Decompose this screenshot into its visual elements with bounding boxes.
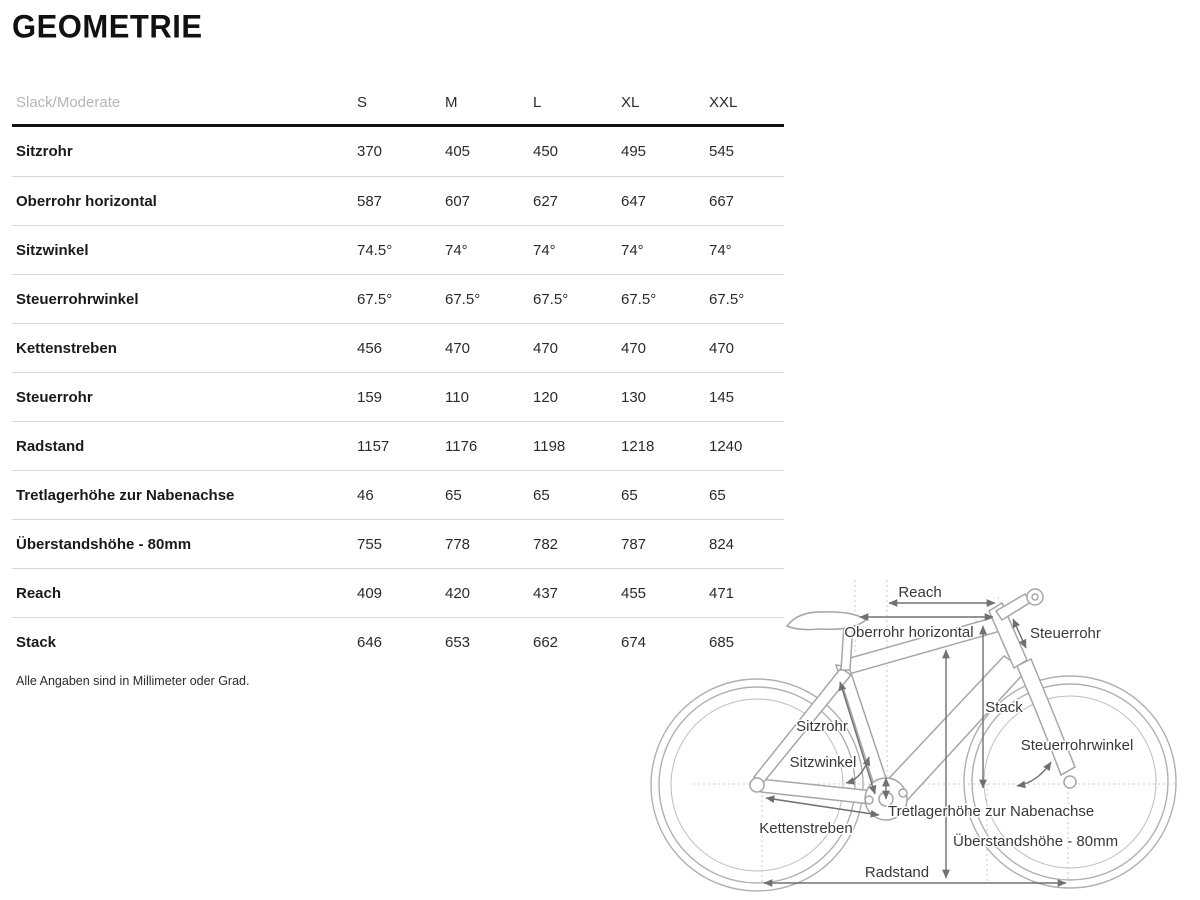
table-row: Radstand 1157 1176 1198 1218 1240: [12, 421, 784, 470]
table-row: Reach 409 420 437 455 471: [12, 568, 784, 617]
column-header-xxl: XXL: [709, 93, 738, 111]
dim-steuerrohrwinkel-arc: [1016, 761, 1052, 789]
table-row: Kettenstreben 456 470 470 470 470: [12, 323, 784, 372]
label-sitzrohr: Sitzrohr: [796, 718, 848, 735]
column-header-l: L: [533, 93, 542, 111]
row-label: Steuerrohr: [16, 388, 93, 406]
label-tretlagerhoehe: Tretlagerhöhe zur Nabenachse: [888, 803, 1094, 820]
page-title: GEOMETRIE: [12, 8, 203, 46]
table-row: Steuerrohrwinkel 67.5° 67.5° 67.5° 67.5°…: [12, 274, 784, 323]
units-footnote: Alle Angaben sind in Millimeter oder Gra…: [16, 674, 250, 688]
table-row: Steuerrohr 159 110 120 130 145: [12, 372, 784, 421]
row-label: Überstandshöhe - 80mm: [16, 535, 192, 553]
label-sitzwinkel: Sitzwinkel: [790, 754, 857, 771]
label-stack: Stack: [985, 699, 1023, 716]
dim-kettenstreben: [765, 795, 880, 818]
label-reach: Reach: [898, 584, 941, 601]
bike-geometry-diagram: Reach Oberrohr horizontal Steuerrohr Sit…: [650, 580, 1178, 892]
row-label: Oberrohr horizontal: [16, 192, 157, 210]
table-header-row: Slack/Moderate S M L XL XXL: [12, 80, 784, 127]
column-header-s: S: [357, 93, 368, 111]
row-label: Sitzwinkel: [16, 241, 89, 259]
row-label: Reach: [16, 584, 62, 602]
geometry-table: Slack/Moderate S M L XL XXL Sitzrohr 370…: [12, 80, 784, 666]
dim-steuerrohr: [1012, 618, 1027, 649]
dim-sitzwinkel-arc: [845, 756, 871, 785]
label-oberrohr: Oberrohr horizontal: [844, 624, 973, 641]
column-header-m: M: [445, 93, 458, 111]
row-label: Kettenstreben: [16, 339, 117, 357]
diagram-labels: Reach Oberrohr horizontal Steuerrohr Sit…: [758, 583, 1135, 883]
label-radstand: Radstand: [865, 864, 929, 881]
table-body: Sitzrohr 370 405 450 495 545 Oberrohr ho…: [12, 127, 784, 666]
row-label: Radstand: [16, 437, 85, 455]
label-steuerrohr: Steuerrohr: [1030, 625, 1101, 642]
rear-hub: [749, 777, 765, 793]
row-label: Sitzrohr: [16, 143, 73, 160]
table-row: Sitzrohr 370 405 450 495 545: [12, 127, 784, 176]
table-row: Überstandshöhe - 80mm 755 778 782 787 82…: [12, 519, 784, 568]
table-row: Sitzwinkel 74.5° 74° 74° 74° 74°: [12, 225, 784, 274]
label-steuerrohrwinkel: Steuerrohrwinkel: [1021, 737, 1134, 754]
label-ueberstandshoehe: Überstandshöhe - 80mm: [953, 832, 1118, 850]
row-label: Steuerrohrwinkel: [16, 290, 139, 308]
dimension-lines: [763, 599, 1067, 887]
row-label: Stack: [16, 633, 57, 651]
variant-label: Slack/Moderate: [16, 93, 121, 111]
row-label: Tretlagerhöhe zur Nabenachse: [16, 486, 235, 504]
table-row: Tretlagerhöhe zur Nabenachse 46 65 65 65…: [12, 470, 784, 519]
table-row: Oberrohr horizontal 587 607 627 647 667: [12, 176, 784, 225]
column-header-xl: XL: [621, 93, 640, 111]
table-row: Stack 646 653 662 674 685: [12, 617, 784, 666]
front-hub: [1063, 775, 1077, 789]
label-kettenstreben: Kettenstreben: [759, 820, 852, 837]
